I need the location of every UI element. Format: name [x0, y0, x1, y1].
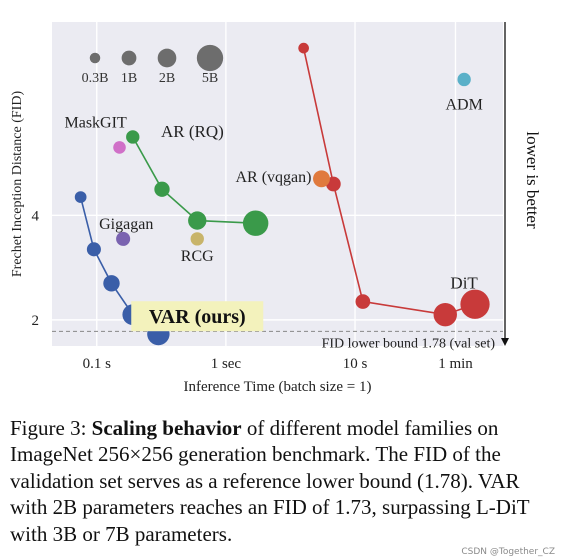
series-point	[355, 294, 371, 309]
scaling-chart: 0.1 s 1 sec 10 s 1 min 2 4 Inference Time (bat…	[10, 22, 542, 395]
x-tick-label: 1 sec	[211, 356, 242, 372]
x-tick-label: 1 min	[438, 356, 473, 372]
chart-svg: 0.1 s 1 sec 10 s 1 min 2 4 Inference Time (bat…	[10, 22, 542, 395]
point-label: AR (vqgan)	[236, 169, 312, 186]
x-axis-label: Inference Time (batch size = 1)	[184, 379, 372, 395]
series-point	[154, 181, 170, 197]
size-legend-marker	[121, 50, 137, 66]
series-point	[242, 210, 269, 236]
var-label: VAR (ours)	[149, 306, 246, 328]
watermark: CSDN @Together_CZ	[461, 547, 555, 557]
series-point	[460, 289, 490, 319]
lower-is-better-label: lower is better	[523, 131, 542, 229]
x-tick-label: 0.1 s	[83, 356, 112, 372]
series-label: DiT	[450, 274, 478, 293]
series-point	[126, 130, 140, 144]
plot-background	[52, 22, 503, 346]
y-tick-label: 4	[32, 208, 40, 224]
single-point	[313, 170, 330, 188]
caption-bold: Scaling behavior	[91, 416, 242, 440]
series-line	[132, 136, 256, 224]
size-legend-marker	[89, 52, 101, 64]
series-point	[103, 275, 120, 292]
size-legend-label: 0.3B	[82, 71, 109, 86]
single-point	[113, 141, 126, 154]
single-point	[190, 232, 204, 246]
x-tick-label: 10 s	[343, 356, 368, 372]
series-point	[433, 302, 457, 327]
caption-rest: of different model families on ImageNet …	[10, 416, 530, 546]
point-label: RCG	[181, 248, 214, 265]
point-label: Gigagan	[99, 216, 153, 233]
series-point	[74, 191, 87, 203]
series-point	[86, 242, 101, 257]
size-legend-label: 2B	[159, 71, 175, 86]
size-legend-label: 1B	[121, 71, 137, 86]
reference-line-label: FID lower bound 1.78 (val set)	[322, 336, 496, 351]
point-label: ADM	[445, 96, 482, 113]
caption-prefix: Figure 3:	[10, 416, 92, 440]
y-tick-label: 2	[32, 313, 40, 329]
lower-is-better-arrow-head	[501, 338, 509, 346]
series-point	[188, 211, 207, 230]
figure-caption: Figure 3: Scaling behavior of different …	[10, 415, 555, 547]
single-point	[457, 72, 471, 87]
size-legend-label: 5B	[202, 71, 218, 86]
series-point	[298, 42, 309, 54]
size-legend-marker	[157, 48, 177, 68]
size-legend-marker	[196, 44, 224, 72]
series-label: AR (RQ)	[161, 122, 224, 141]
point-label: MaskGIT	[65, 114, 127, 131]
var-label-highlight	[131, 301, 264, 332]
single-point	[116, 231, 131, 246]
y-axis-label: Frechet Inception Distance (FID)	[10, 91, 25, 278]
